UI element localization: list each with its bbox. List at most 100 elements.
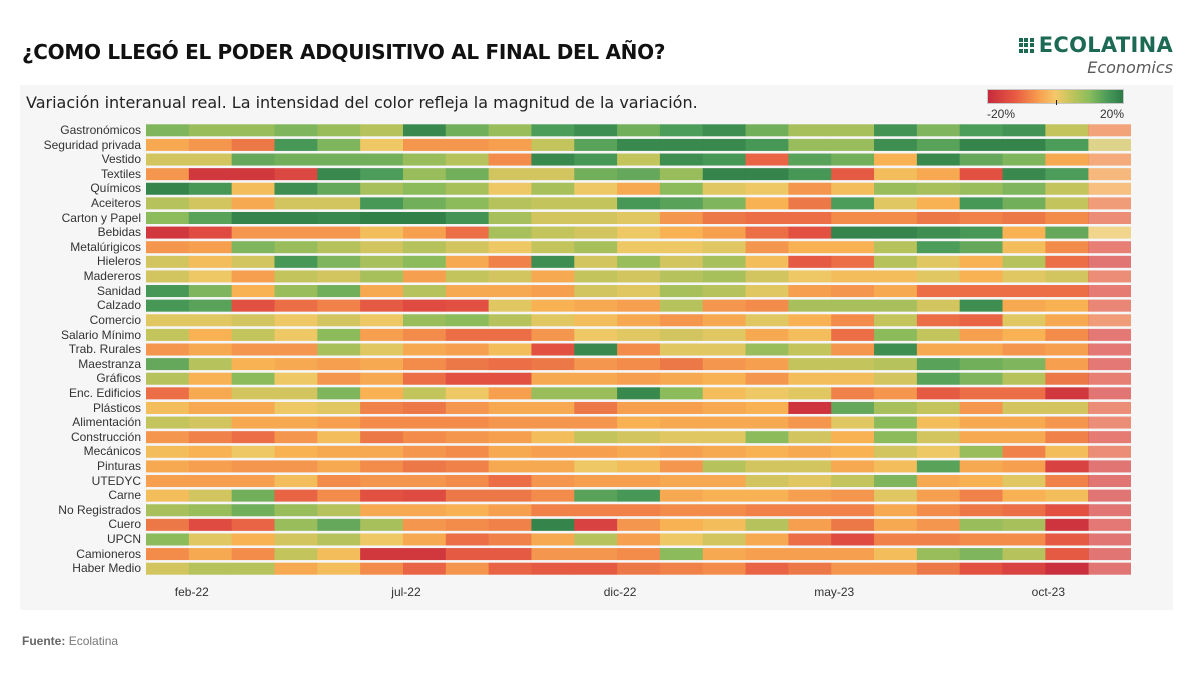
heatmap-cell: Cuero · ago-23: 6% [959,518,1004,531]
heatmap-cell: Químicos · may-23: -1% [831,182,875,195]
row-label: Hieleros [96,254,141,269]
row-label: No Registrados [58,502,141,517]
heatmap-cell: Salario Mínimo · oct-22: -5% [531,328,575,341]
heatmap-cell: Metalúrigicos · may-22: 4% [317,241,361,254]
heatmap-cell: Metalúrigicos · abr-23: -2% [788,241,832,254]
heatmap-cell: Químicos · ene-23: 7% [659,182,704,195]
heatmap-cell: Mecánicos · dic-22: -3% [617,445,661,458]
x-tick-label: dic-22 [603,585,637,599]
heatmap-cell: Haber Medio · oct-22: -11% [531,562,575,575]
heatmap-cell: Hieleros · may-23: -9% [831,255,875,268]
heatmap-cell: No Registrados · nov-23: -15% [1088,504,1131,517]
heatmap-cell: Sanidad · oct-23: -9% [1045,285,1089,298]
heatmap-cell: Camioneros · jun-22: -17% [360,548,404,561]
heatmap-cell: Madereros · jun-22: 5% [360,270,404,283]
heatmap-cell: Metalúrigicos · sep-22: 0% [488,241,532,254]
ecolatina-logo: ECOLATINA Economics [1018,33,1173,77]
heatmap-cell: Comercio · jun-22: 0% [360,314,404,327]
heatmap-cell: Enc. Edificios · nov-23: -15% [1088,387,1131,400]
heatmap-cell: Plásticos · oct-23: 2% [1045,401,1089,414]
heatmap-cell: Enc. Edificios · ene-23: 7% [659,387,704,400]
heatmap-cell: Carne · oct-22: -6% [531,489,575,502]
heatmap-cell: Madereros · abr-22: 3% [274,270,318,283]
heatmap-cell: Cuero · sep-22: -7% [488,518,532,531]
heatmap-cell: Hieleros · nov-22: 2% [574,255,618,268]
heatmap-cell: Mecánicos · abr-23: -3% [788,445,832,458]
heatmap-cell: Plásticos · feb-23: -3% [702,401,747,414]
heatmap-cell: Madereros · feb-22: 0% [188,270,233,283]
heatmap-cell: Trab. Rurales · mar-22: -5% [231,343,275,356]
heatmap-cell: Bebidas · ene-22: -17% [146,226,190,239]
heatmap-cell: Químicos · nov-22: 0% [574,182,618,195]
heatmap-cell: Construcción · mar-23: 7% [745,431,789,444]
heatmap-cell: Gastronómicos · oct-23: 3% [1045,124,1089,137]
heatmap-cell: Plásticos · nov-22: -8% [574,401,618,414]
heatmap-cell: Trab. Rurales · oct-23: -4% [1045,343,1089,356]
heatmap-cell: Salario Mínimo · mar-22: 3% [231,328,275,341]
logo-main-text: ECOLATINA [1038,33,1173,57]
heatmap-cell: Construcción · abr-22: -5% [274,431,318,444]
heatmap-cell: Químicos · ago-23: 6% [959,182,1004,195]
heatmap-cell: Seguridad privada · ago-22: -5% [445,138,490,151]
heatmap-cell: Gráficos · dic-22: -4% [617,372,661,385]
heatmap-cell: Metalúrigicos · mar-23: -5% [745,241,789,254]
color-scale-min-label: -20% [987,107,1016,121]
heatmap-cell: Seguridad privada · jul-22: -5% [402,138,447,151]
heatmap-cell: UTEDYC · ago-23: -2% [959,475,1004,488]
heatmap-cell: Aceiteros · jul-22: 9% [402,197,447,210]
heatmap-cell: Vestido · nov-23: -6% [1088,153,1131,166]
heatmap-cell: Camioneros · sep-23: 4% [1002,548,1046,561]
heatmap-cell: Trab. Rurales · nov-23: -14% [1088,343,1131,356]
heatmap-cell: Textiles · may-22: 16% [317,168,361,181]
heatmap-cell: Seguridad privada · sep-23: 17% [1002,138,1046,151]
heatmap-cell: Alimentación · sep-22: -5% [488,416,532,429]
heatmap-cell: Camioneros · ago-22: -11% [445,548,490,561]
heatmap-cell: Construcción · ago-22: -5% [445,431,490,444]
heatmap-cell: Comercio · oct-23: -3% [1045,314,1089,327]
heatmap-cell: Sanidad · abr-23: -4% [788,285,832,298]
logo-dots-icon [1018,37,1034,53]
heatmap-cell: Camioneros · feb-23: -3% [702,548,747,561]
heatmap-cell: Químicos · mar-23: 0% [745,182,789,195]
heatmap-cell: Mecánicos · ago-23: 6% [959,445,1004,458]
heatmap-cell: Sanidad · sep-22: -3% [488,285,532,298]
heatmap-cell: Seguridad privada · mar-22: -8% [231,138,275,151]
heatmap-cell: Químicos · jun-23: 6% [874,182,918,195]
heatmap-cell: Construcción · may-23: -2% [831,431,875,444]
heatmap-cell: Químicos · abr-22: 15% [274,182,318,195]
heatmap-cell: Bebidas · ago-22: -9% [445,226,490,239]
heatmap-cell: UPCN · oct-23: -11% [1045,533,1089,546]
heatmap-cell: Vestido · jun-23: -2% [874,153,918,166]
heatmap-cell: Comercio · ene-22: 1% [146,314,190,327]
heatmap-cell: Plásticos · oct-22: -3% [531,401,575,414]
heatmap-cell: Mecánicos · ene-22: -1% [146,445,190,458]
chart-title: ¿COMO LLEGÓ EL PODER ADQUISITIVO AL FINA… [22,40,666,64]
heatmap-cell: Cuero · may-22: 10% [317,518,361,531]
heatmap-cell: Enc. Edificios · dic-22: 16% [617,387,661,400]
heatmap-cell: Químicos · oct-22: 5% [531,182,575,195]
heatmap-cell: Haber Medio · sep-22: -10% [488,562,532,575]
heatmap-cell: Construcción · jun-22: -8% [360,431,404,444]
heatmap-cell: Carton y Papel · jul-23: -8% [916,211,961,224]
heatmap-cell: Carton y Papel · nov-22: 2% [574,211,618,224]
heatmap-cell: No Registrados · jun-22: -3% [360,504,404,517]
heatmap: Gastronómicos · ene-22: 8% Gastronómicos … [146,124,1131,575]
heatmap-cell: Gastronómicos · ene-22: 8% [146,124,190,137]
heatmap-cell: Seguridad privada · feb-23: 16% [702,138,747,151]
heatmap-cell: Hieleros · mar-23: -1% [745,255,789,268]
heatmap-cell: Metalúrigicos · abr-22: 6% [274,241,318,254]
heatmap-cell: Trab. Rurales · oct-22: -12% [531,343,575,356]
heatmap-cell: Maestranza · feb-23: -5% [702,358,747,371]
heatmap-cell: UTEDYC · jul-22: -5% [402,475,447,488]
heatmap-cell: Químicos · sep-22: 0% [488,182,532,195]
heatmap-cell: UPCN · may-23: -13% [831,533,875,546]
heatmap-cell: Maestranza · ene-22: 10% [146,358,190,371]
heatmap-cell: Camioneros · jun-23: -1% [874,548,918,561]
row-label: UTEDYC [91,473,141,488]
heatmap-cell: Salario Mínimo · jun-22: -4% [360,328,404,341]
heatmap-cell: Químicos · feb-23: 1% [702,182,747,195]
heatmap-cell: Gastronómicos · sep-23: 14% [1002,124,1046,137]
heatmap-cell: Carne · oct-23: -1% [1045,489,1089,502]
heatmap-cell: Construcción · mar-22: -9% [231,431,275,444]
heatmap-cell: Metalúrigicos · jul-23: 12% [916,241,961,254]
